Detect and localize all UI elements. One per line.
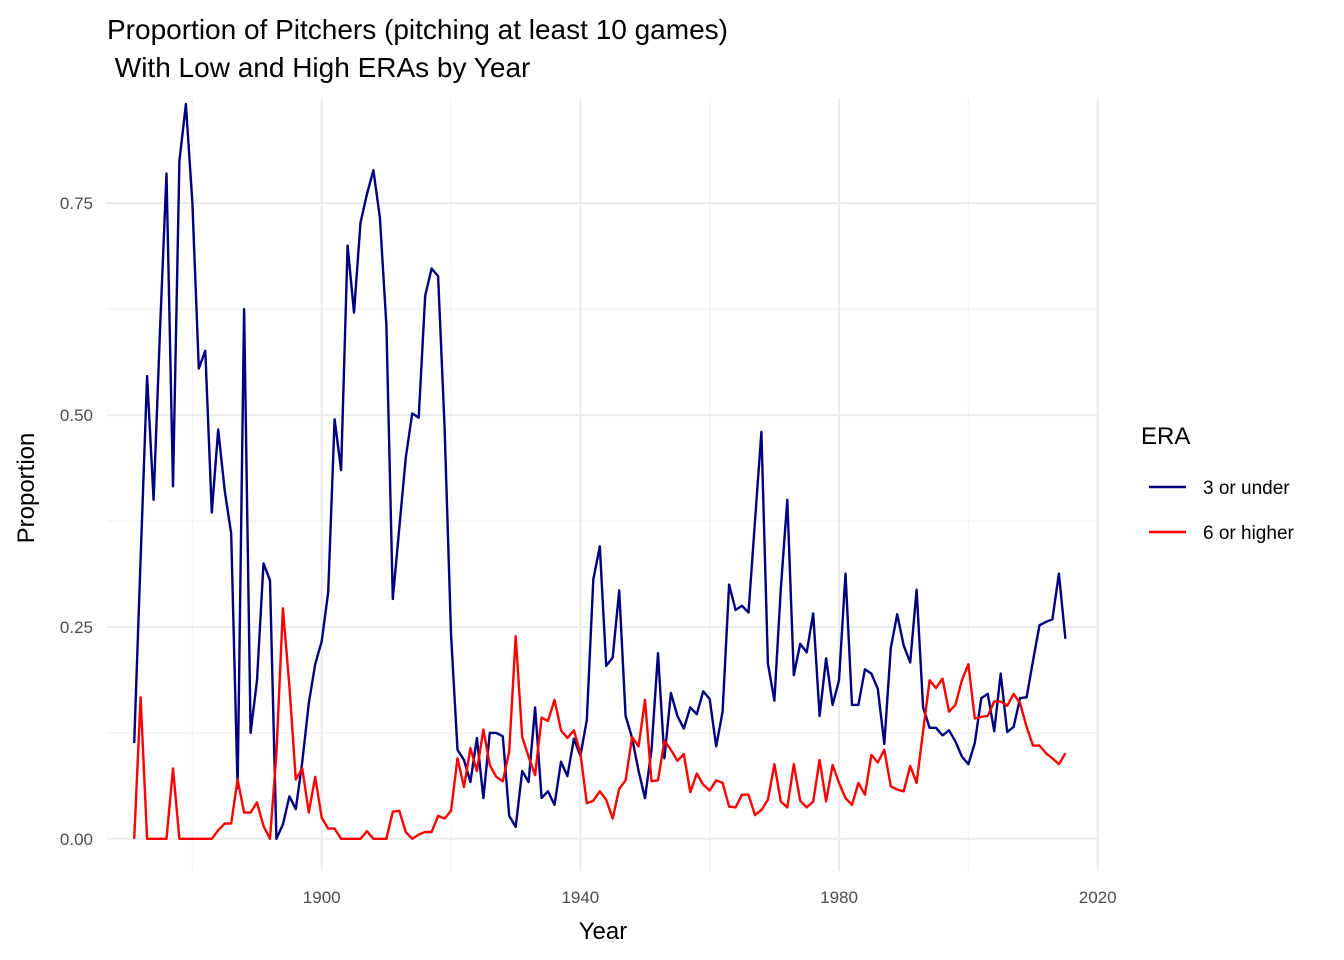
series-lines (133, 102, 1067, 840)
chart-title-line-2: With Low and High ERAs by Year (107, 52, 530, 83)
y-tick-label: 0.75 (60, 194, 93, 213)
y-axis-title: Proportion (13, 433, 40, 544)
x-axis-title: Year (579, 918, 628, 945)
x-tick-label: 1900 (303, 888, 341, 907)
legend-label-3-or-under: 3 or under (1203, 478, 1290, 499)
x-axis-ticks: 1900 1940 1980 2020 (303, 888, 1117, 907)
chart-title-line-1: Proportion of Pitchers (pitching at leas… (107, 14, 728, 45)
y-axis-ticks: 0.00 0.25 0.50 0.75 (60, 194, 93, 849)
y-tick-label: 0.00 (60, 830, 93, 849)
series-line-6-or-higher (133, 607, 1067, 840)
legend-title: ERA (1141, 423, 1190, 450)
x-tick-label: 1940 (561, 888, 599, 907)
grid-lines (107, 99, 1099, 871)
y-tick-label: 0.50 (60, 406, 93, 425)
x-tick-label: 2020 (1079, 888, 1117, 907)
y-tick-label: 0.25 (60, 618, 93, 637)
x-tick-label: 1980 (820, 888, 858, 907)
series-line-3-or-under (133, 102, 1067, 840)
legend: ERA 3 or under 6 or higher (1141, 423, 1295, 544)
legend-label-6-or-higher: 6 or higher (1203, 523, 1295, 544)
